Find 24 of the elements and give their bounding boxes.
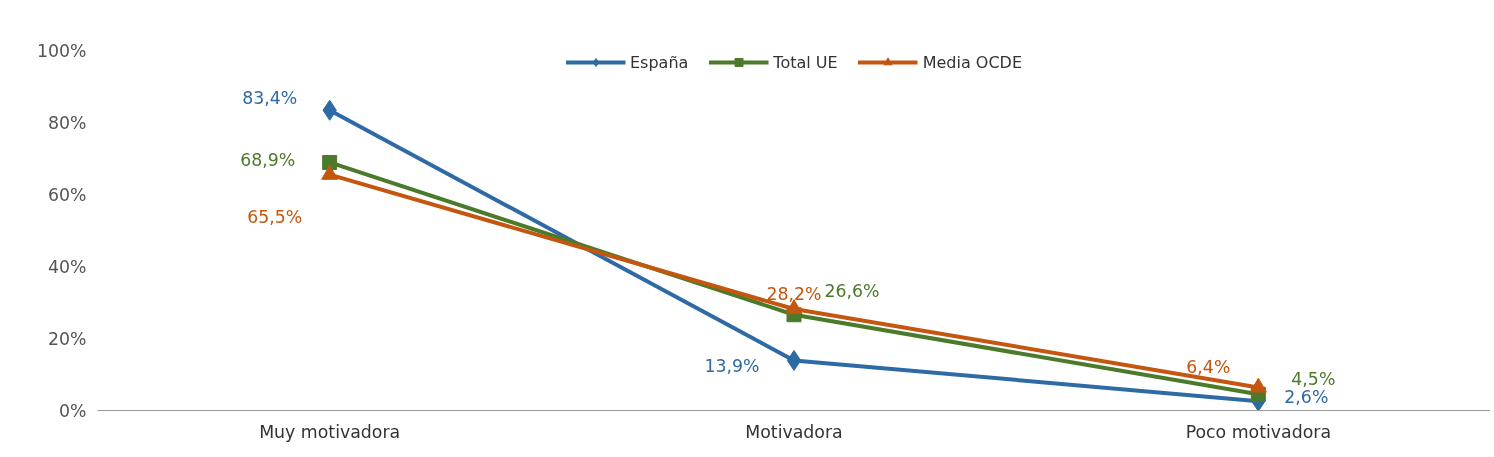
data-label: 83,4% <box>242 88 298 109</box>
data-label: 26,6% <box>824 280 880 301</box>
legend-label: Media OCDE <box>922 52 1022 72</box>
data-label: 4,5% <box>1291 369 1336 390</box>
data-label: 13,9% <box>704 356 760 377</box>
data-label: 65,5% <box>247 206 303 227</box>
point <box>322 154 338 170</box>
legend-label: Total UE <box>773 52 838 72</box>
point <box>1249 377 1267 393</box>
data-label: 68,9% <box>240 150 296 171</box>
x-tick-label: Poco motivadora <box>1185 421 1332 442</box>
y-tick-label: 40% <box>47 256 87 277</box>
data-label: 2,6% <box>1284 387 1329 408</box>
y-tick-label: 100% <box>36 40 87 61</box>
data-label: 28,2% <box>766 283 822 304</box>
y-tick-label: 20% <box>47 328 87 349</box>
x-tick-label: Motivadora <box>745 421 843 442</box>
y-tick-label: 60% <box>47 184 87 205</box>
y-tick-label: 0% <box>59 400 87 421</box>
legend-label: España <box>630 52 689 72</box>
data-label: 6,4% <box>1186 357 1231 378</box>
y-tick-label: 80% <box>47 112 87 133</box>
point <box>786 349 802 371</box>
x-tick-label: Muy motivadora <box>259 421 401 442</box>
